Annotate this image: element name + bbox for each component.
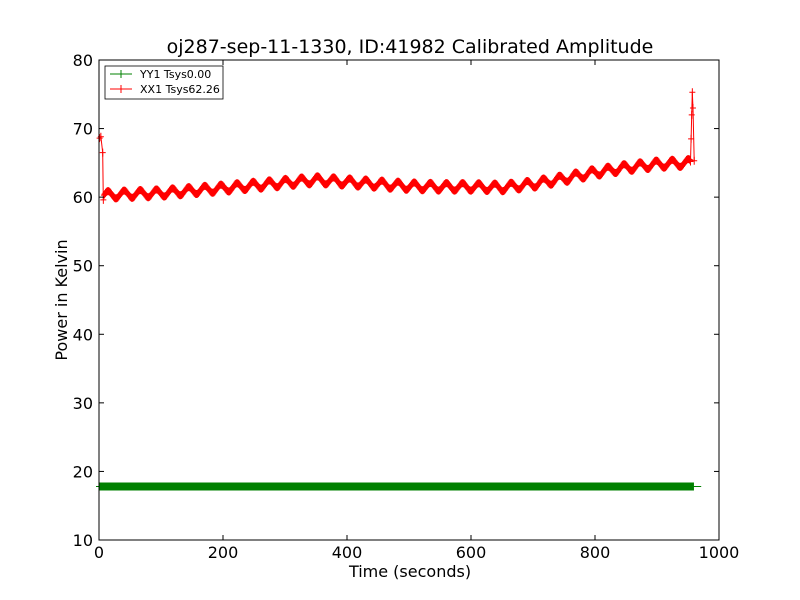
y-axis: 10 20 30 40 50 60 70 80: [73, 51, 719, 550]
series-yy1: [96, 482, 702, 491]
legend-label-xx1: XX1 Tsys62.26: [140, 83, 220, 96]
chart-title: oj287-sep-11-1330, ID:41982 Calibrated A…: [167, 36, 654, 58]
legend-label-yy1: YY1 Tsys0.00: [139, 68, 211, 81]
legend-box: [104, 65, 224, 100]
y-tick-label: 10: [73, 531, 93, 550]
y-tick-label: 20: [73, 462, 93, 481]
series-xx1-markers: [96, 88, 698, 204]
plot-area: [96, 88, 702, 491]
series-xx1: [96, 88, 698, 204]
y-tick-label: 60: [73, 188, 93, 207]
x-tick-label: 600: [456, 543, 487, 562]
legend-marker-xx1: [117, 85, 125, 93]
x-tick-label: 200: [208, 543, 239, 562]
y-tick-label: 80: [73, 51, 93, 70]
x-axis: 0 200 400 600 800 1000: [94, 60, 739, 562]
y-tick-label: 40: [73, 325, 93, 344]
series-yy1-markers: [96, 482, 697, 491]
y-axis-label: Power in Kelvin: [52, 239, 71, 360]
x-tick-label: 800: [580, 543, 611, 562]
x-tick-label: 400: [332, 543, 363, 562]
x-tick-label: 0: [94, 543, 104, 562]
legend: YY1 Tsys0.00 XX1 Tsys62.26: [104, 65, 224, 100]
y-tick-label: 70: [73, 120, 93, 139]
axes-frame: [98, 59, 720, 541]
y-tick-label: 50: [73, 257, 93, 276]
legend-marker-yy1: [117, 70, 125, 78]
x-axis-label: Time (seconds): [348, 562, 471, 581]
x-tick-label: 1000: [699, 543, 740, 562]
y-tick-label: 30: [73, 394, 93, 413]
